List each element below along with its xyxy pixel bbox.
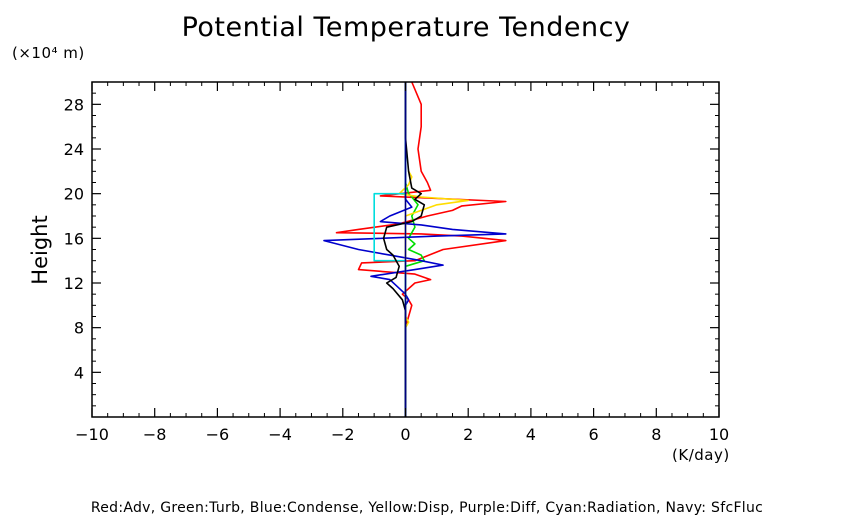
x-tick-label: 10 <box>709 425 729 444</box>
legend-text: Red:Adv, Green:Turb, Blue:Condense, Yell… <box>90 500 764 516</box>
x-axis-unit: (K/day) <box>672 446 730 464</box>
y-tick-label: 16 <box>64 229 84 248</box>
x-tick-label: −6 <box>206 425 230 444</box>
x-tick-label: 8 <box>651 425 661 444</box>
y-tick-label: 12 <box>64 274 84 293</box>
series-line-4 <box>373 82 407 417</box>
y-tick-label: 4 <box>74 363 84 382</box>
y-axis-unit: (×10⁴ m) <box>12 44 85 62</box>
x-tick-label: 0 <box>400 425 410 444</box>
x-tick-label: 2 <box>463 425 473 444</box>
y-tick-label: 20 <box>64 185 84 204</box>
x-tick-label: 6 <box>589 425 599 444</box>
series-line-5 <box>382 82 426 417</box>
series-line-3 <box>398 170 470 329</box>
x-tick-label: −4 <box>268 425 292 444</box>
y-tick-label: 8 <box>74 319 84 338</box>
chart-title: Potential Temperature Tendency <box>181 12 631 43</box>
x-tick-label: −10 <box>75 425 109 444</box>
y-tick-label: 24 <box>64 140 84 159</box>
x-tick-label: −2 <box>331 425 355 444</box>
x-tick-label: −8 <box>143 425 167 444</box>
plot-frame <box>91 81 720 418</box>
series-line-0 <box>335 81 507 417</box>
series-layer <box>323 81 507 417</box>
series-line-2 <box>323 82 507 417</box>
x-tick-label: 4 <box>526 425 536 444</box>
y-tick-label: 28 <box>64 95 84 114</box>
